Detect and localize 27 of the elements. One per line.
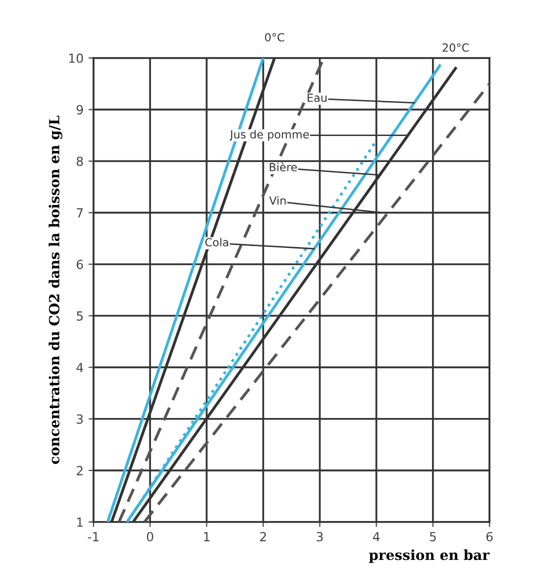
annotation: 20°C [442, 43, 469, 52]
x-axis-title: pression en bar [369, 549, 490, 563]
x-tick-label: 0 [146, 532, 154, 542]
x-tick-label: 1 [204, 532, 210, 542]
y-tick-label: 8 [76, 156, 83, 166]
x-tick-label: 6 [486, 532, 493, 542]
annotation: Cola [205, 238, 228, 246]
y-tick-label: 4 [76, 362, 84, 372]
y-tick-label: 6 [76, 260, 83, 270]
y-axis-title: concentration du CO2 dans la boisson en g/L [48, 116, 62, 464]
x-tick-label: 4 [372, 532, 380, 542]
x-tick-label: 2 [260, 532, 266, 542]
annotation: Bière [270, 162, 297, 172]
x-tick-label: -1 [88, 532, 99, 542]
x-tick-label: 3 [316, 532, 323, 542]
annotation: Eau [308, 94, 326, 102]
y-tick-label: 2 [76, 466, 83, 476]
y-tick-label: 5 [76, 311, 83, 321]
annotation: 0°C [265, 33, 284, 42]
annotation: Vin [269, 196, 286, 205]
annotation: Jus de pomme [229, 130, 309, 141]
y-tick-label: 3 [76, 414, 83, 424]
y-tick-label: 9 [76, 105, 83, 114]
y-tick-label: 10 [69, 53, 83, 63]
x-tick-label: 5 [430, 532, 436, 542]
y-tick-label: 1 [77, 518, 83, 527]
y-tick-label: 7 [76, 208, 83, 218]
